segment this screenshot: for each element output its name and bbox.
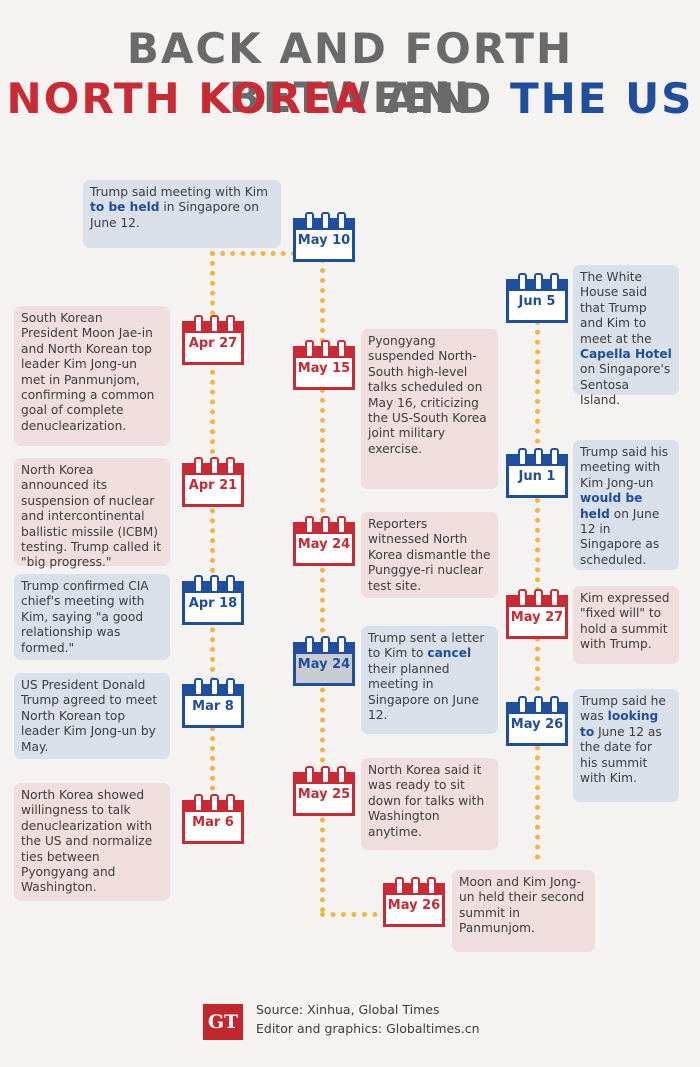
calendar-icon: May 26 [383,877,445,927]
date-label: May 24 [297,537,351,552]
event-text: North Korea announced its suspension of … [14,458,170,569]
date-label: May 26 [510,717,564,732]
event-text: Moon and Kim Jong-un held their second s… [452,870,595,952]
title-line-2: NORTH KOREA AND THE US [0,74,700,123]
event-text: Kim expressed "fixed will" to hold a sum… [573,586,679,664]
date-label: May 26 [387,898,441,913]
event-text: The White House said that Trump and Kim … [573,265,679,407]
calendar-icon: Jun 1 [506,448,568,498]
calendar-icon: Mar 6 [182,794,244,844]
event-text: North Korea showed willingness to talk d… [14,783,170,901]
date-label: Apr 27 [188,336,238,351]
event-text: US President Donald Trump agreed to meet… [14,673,170,759]
title-and: AND [384,74,494,123]
event-text: South Korean President Moon Jae-in and N… [14,306,170,446]
connector-line [320,258,325,913]
source-credit: Source: Xinhua, Global Times [256,1002,440,1017]
global-times-logo: GT [203,1004,243,1040]
date-label: Mar 8 [192,699,234,714]
connector-line [210,251,296,256]
date-label: May 25 [297,787,351,802]
date-label: Apr 18 [188,596,238,611]
connector-line [210,251,215,811]
calendar-icon: May 27 [506,589,568,639]
event-text: North Korea said it was ready to sit dow… [361,758,498,850]
date-label: May 10 [297,233,351,248]
calendar-icon: Apr 18 [182,575,244,625]
event-text: Trump said meeting with Kim to be held i… [83,180,281,248]
event-text: Trump sent a letter to Kim to cancel the… [361,626,498,734]
calendar-icon: May 10 [293,212,355,262]
date-label: Apr 21 [188,478,238,493]
calendar-icon: Jun 5 [506,273,568,323]
connector-line [535,300,540,860]
date-label: May 24 [297,657,351,672]
calendar-icon: Mar 8 [182,678,244,728]
title-the-us: THE US [509,74,694,123]
calendar-icon: May 26 [506,696,568,746]
date-label: Jun 5 [518,294,556,309]
calendar-icon: May 24 [293,636,355,686]
date-label: May 15 [297,361,351,376]
connector-line [320,912,388,917]
title-north-korea: NORTH KOREA [6,74,369,123]
date-label: Mar 6 [192,815,234,830]
event-text: Trump confirmed CIA chief's meeting with… [14,574,170,660]
calendar-icon: May 15 [293,340,355,390]
date-label: Jun 1 [518,469,556,484]
event-text: Trump said his meeting with Kim Jong-un … [573,440,679,570]
date-label: May 27 [510,610,564,625]
calendar-icon: May 25 [293,766,355,816]
title-line-1: BACK AND FORTH BETWEEN [126,24,574,122]
calendar-icon: May 24 [293,516,355,566]
calendar-icon: Apr 27 [182,315,244,365]
event-text: Trump said he was looking to June 12 as … [573,689,679,802]
editor-credit: Editor and graphics: Globaltimes.cn [256,1021,480,1036]
event-text: Pyongyang suspended North-South high-lev… [361,329,498,489]
calendar-icon: Apr 21 [182,457,244,507]
event-text: Reporters witnessed North Korea dismantl… [361,512,498,598]
